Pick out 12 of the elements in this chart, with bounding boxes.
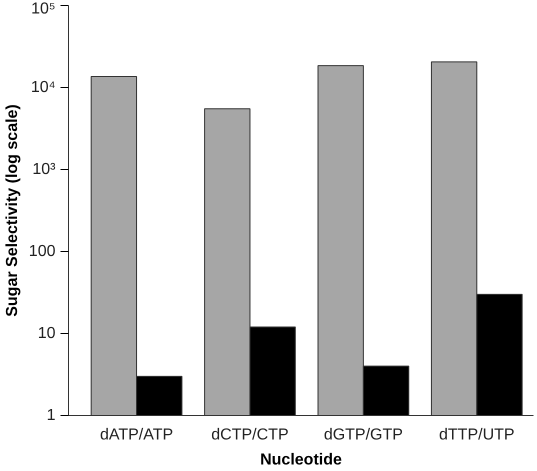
y-tick-label: 100 xyxy=(28,243,56,260)
y-tick-label: 10⁴ xyxy=(30,79,56,96)
y-tick-label: 10³ xyxy=(32,161,56,178)
x-tick-label: dCTP/CTP xyxy=(211,426,289,444)
x-tick-label: dATP/ATP xyxy=(100,426,174,444)
y-tick-label: 1 xyxy=(46,407,56,424)
x-tick-label: dTTP/UTP xyxy=(439,426,515,444)
x-tick-label: dGTP/GTP xyxy=(324,426,403,444)
y-tick-label: 10⁵ xyxy=(31,0,56,18)
x-axis-title: Nucleotide xyxy=(260,452,342,468)
y-axis-title: Sugar Selectivity (log scale) xyxy=(4,104,21,317)
y-tick-label: 10 xyxy=(38,325,56,342)
